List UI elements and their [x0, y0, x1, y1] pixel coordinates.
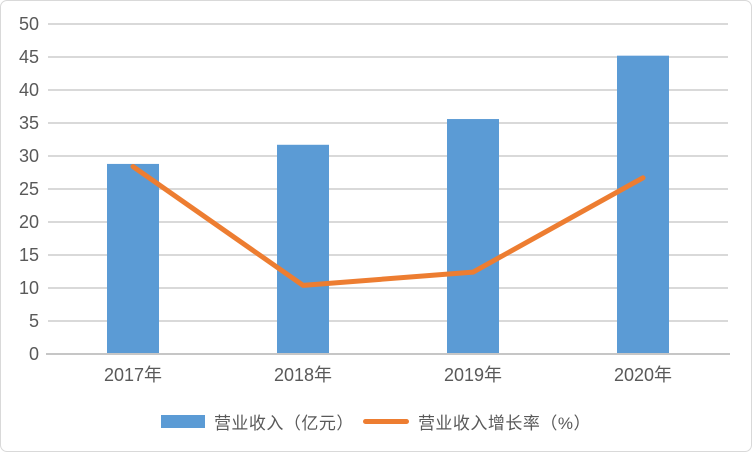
y-tick-label: 45 — [19, 47, 39, 67]
legend-item-growth: 营业收入增长率（%） — [362, 409, 592, 434]
y-tick-label: 15 — [19, 245, 39, 265]
legend-bar-swatch — [160, 414, 205, 428]
revenue-bar — [277, 144, 329, 354]
legend-line-label: 营业收入增长率（%） — [417, 413, 592, 433]
revenue-bar — [617, 55, 669, 355]
x-category-label: 2018年 — [274, 365, 332, 385]
chart-legend: 营业收入（亿元） 营业收入增长率（%） — [1, 399, 751, 443]
y-tick-label: 50 — [19, 14, 39, 34]
legend-bar-label: 营业收入（亿元） — [213, 413, 354, 433]
legend-item-revenue: 营业收入（亿元） — [160, 409, 354, 434]
y-tick-label: 25 — [19, 179, 39, 199]
revenue-bar — [107, 163, 159, 354]
legend-line-swatch — [362, 418, 409, 424]
x-category-label: 2017年 — [104, 365, 162, 385]
revenue-bar — [447, 119, 499, 354]
y-tick-label: 30 — [19, 146, 39, 166]
y-tick-label: 20 — [19, 212, 39, 232]
x-category-label: 2019年 — [444, 365, 502, 385]
y-tick-label: 5 — [29, 311, 39, 331]
y-tick-label: 40 — [19, 80, 39, 100]
growth-rate-line — [130, 164, 646, 288]
y-tick-label: 35 — [19, 113, 39, 133]
y-tick-label: 0 — [29, 344, 39, 364]
combo-chart-plot: 0 5 10 15 20 25 30 35 40 45 50 2017年 2018年 2019年 2020年 — [19, 14, 730, 385]
x-category-label: 2020年 — [614, 365, 672, 385]
y-tick-label: 10 — [19, 278, 39, 298]
